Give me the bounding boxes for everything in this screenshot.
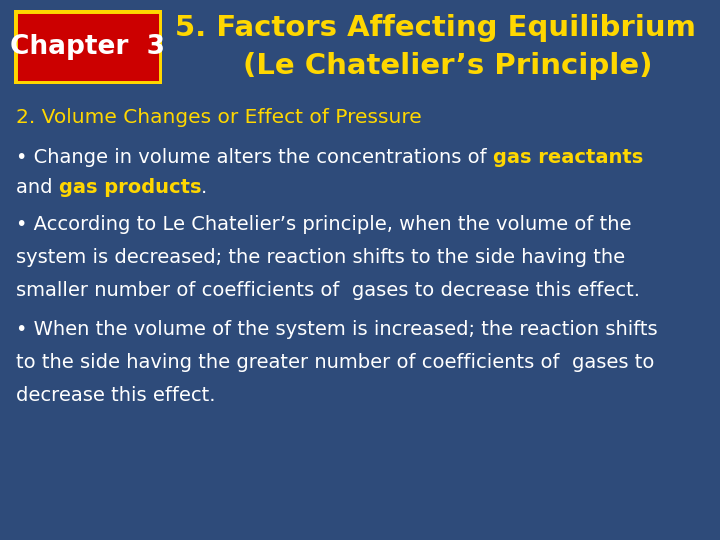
Text: gas reactants: gas reactants (493, 148, 643, 167)
Text: • Change in volume alters the concentrations of: • Change in volume alters the concentrat… (16, 148, 493, 167)
Text: 5. Factors Affecting Equilibrium: 5. Factors Affecting Equilibrium (175, 14, 696, 42)
FancyBboxPatch shape (14, 10, 162, 84)
Text: • According to Le Chatelier’s principle, when the volume of the: • According to Le Chatelier’s principle,… (16, 215, 631, 234)
Text: .: . (202, 178, 207, 197)
Text: and: and (16, 178, 59, 197)
Text: • When the volume of the system is increased; the reaction shifts: • When the volume of the system is incre… (16, 320, 657, 339)
Text: 2. Volume Changes or Effect of Pressure: 2. Volume Changes or Effect of Pressure (16, 108, 422, 127)
Text: smaller number of coefficients of  gases to decrease this effect.: smaller number of coefficients of gases … (16, 281, 640, 300)
Text: (Le Chatelier’s Principle): (Le Chatelier’s Principle) (243, 52, 652, 80)
Text: gas products: gas products (59, 178, 202, 197)
Text: system is decreased; the reaction shifts to the side having the: system is decreased; the reaction shifts… (16, 248, 625, 267)
Text: decrease this effect.: decrease this effect. (16, 386, 215, 405)
Text: to the side having the greater number of coefficients of  gases to: to the side having the greater number of… (16, 353, 654, 372)
Text: Chapter  3: Chapter 3 (11, 34, 166, 60)
